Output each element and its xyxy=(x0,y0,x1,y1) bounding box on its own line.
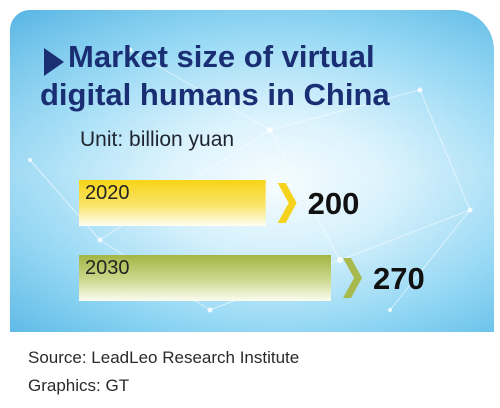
chevron-right-icon xyxy=(343,258,362,298)
bar-2020 xyxy=(79,180,266,226)
bar-2030 xyxy=(79,255,331,301)
source-note: Source: LeadLeo Research Institute xyxy=(28,348,300,367)
unit-label: Unit: billion yuan xyxy=(80,128,235,151)
right-triangle-icon xyxy=(44,48,64,76)
chart-title: Market size of virtual digital humans in… xyxy=(40,38,390,114)
graphics-credit: Graphics: GT xyxy=(28,376,130,395)
chevron-right-icon xyxy=(277,183,297,223)
bar-category-label: 2020 xyxy=(85,182,130,204)
bar-value-label: 200 xyxy=(308,186,360,221)
bar-category-label: 2030 xyxy=(85,257,130,279)
bar-value-label: 270 xyxy=(373,261,425,296)
chart-title-line-1: Market size of virtual xyxy=(68,39,375,74)
footer: Source: LeadLeo Research Institute Graph… xyxy=(28,344,299,400)
chart-title-line-2: digital humans in China xyxy=(40,77,390,112)
